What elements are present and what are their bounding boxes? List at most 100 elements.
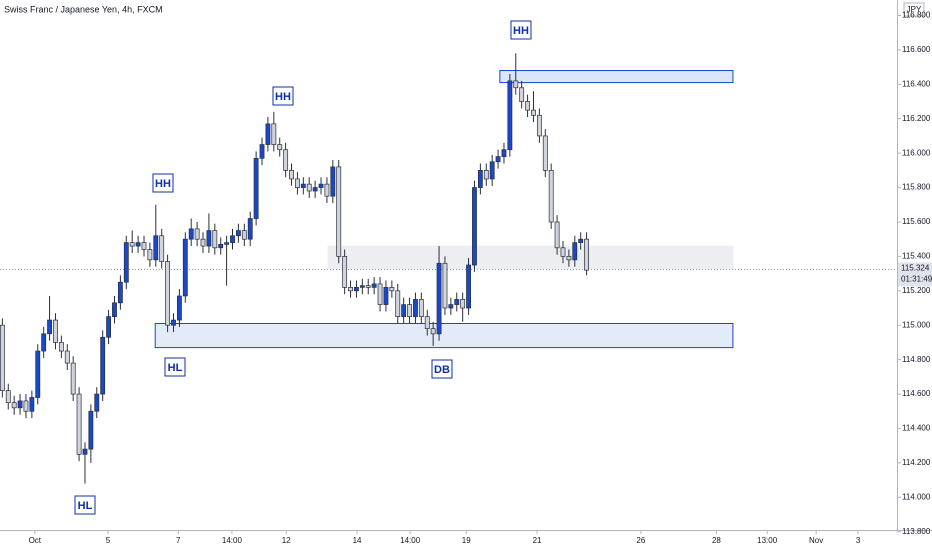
candle-body	[259, 144, 265, 159]
x-tick-label: 14:00	[400, 536, 421, 545]
x-tick-label: 19	[462, 536, 471, 545]
y-tick-label: 115.200	[902, 286, 931, 295]
candle-body	[247, 218, 253, 240]
candle-body	[507, 80, 513, 151]
candle-body	[371, 283, 377, 288]
x-tick-label: 5	[106, 536, 111, 545]
candle-body	[318, 183, 324, 188]
candle-body	[300, 183, 306, 188]
candle-body	[324, 183, 330, 197]
candle-body	[41, 333, 47, 352]
candle-body	[106, 316, 111, 338]
y-tick-label: 115.400	[902, 252, 931, 261]
y-tick-label: 116.600	[902, 45, 931, 54]
candle-body	[359, 285, 365, 288]
candle-body	[542, 135, 548, 171]
candle-body	[554, 221, 560, 249]
candle-body	[265, 123, 271, 145]
candle-body	[312, 187, 318, 192]
annotation: HH	[275, 91, 291, 103]
candle-body	[336, 166, 342, 257]
candle-body	[430, 328, 436, 335]
candle-body	[466, 264, 471, 309]
candle-body	[365, 285, 371, 288]
x-tick-label: 7	[176, 536, 181, 545]
candle-body	[129, 242, 135, 247]
y-tick-label: 114.600	[902, 389, 931, 398]
candle-body	[566, 256, 572, 261]
last-price-box	[898, 262, 932, 287]
candle-body	[135, 242, 141, 247]
candle-body	[395, 290, 401, 317]
candle-body	[407, 304, 412, 317]
candle-body	[330, 166, 336, 197]
candle-body	[271, 123, 277, 145]
candle-body	[342, 256, 348, 288]
y-tick-label: 114.200	[902, 458, 931, 467]
candle-body	[194, 228, 200, 240]
y-tick-label: 114.400	[902, 424, 931, 433]
candle-body	[531, 109, 536, 116]
annotation-box	[431, 359, 453, 379]
candle-body	[35, 350, 41, 398]
y-tick-label: 114.000	[902, 492, 931, 501]
zone	[327, 245, 734, 269]
candle-body	[289, 170, 294, 180]
x-tick-label: 28	[712, 536, 721, 545]
candle-body	[389, 287, 395, 292]
candle-body	[182, 238, 188, 297]
x-tick-label: 21	[533, 536, 542, 545]
candle-body	[53, 319, 58, 343]
candle-body	[306, 183, 312, 192]
candle-body	[578, 238, 584, 243]
candle-body	[501, 149, 507, 157]
candle-body	[401, 304, 407, 317]
candle-body	[295, 178, 300, 188]
annotation: HH	[513, 25, 529, 37]
candle-body	[153, 235, 159, 261]
candle-body	[460, 299, 466, 309]
currency-box	[903, 2, 925, 17]
candle-body	[436, 262, 442, 335]
candle-body	[489, 161, 495, 180]
candle-body	[70, 362, 76, 395]
candle-body	[348, 287, 353, 292]
candle-body	[0, 324, 5, 391]
candle-body	[88, 410, 94, 450]
candle-body	[112, 302, 117, 317]
annotation-box	[74, 495, 96, 515]
candle-body	[241, 230, 247, 240]
zone	[154, 323, 734, 349]
annotation: DB	[434, 364, 450, 376]
candle-body	[525, 101, 530, 111]
candle-body	[206, 230, 212, 247]
candle-body	[176, 295, 182, 321]
x-tick-label: 26	[636, 536, 645, 545]
candle-body	[123, 242, 129, 283]
candle-body	[584, 238, 590, 271]
x-tick-label: Nov	[809, 536, 823, 545]
candle-body	[424, 316, 430, 330]
candle-body	[519, 87, 525, 102]
candle-body	[454, 299, 460, 305]
last-price-label: 115.324	[901, 264, 930, 273]
candle-body	[354, 287, 359, 292]
x-tick-label: 14	[353, 536, 362, 545]
candle-body	[17, 400, 23, 409]
candle-body	[147, 249, 153, 261]
candle-body	[377, 283, 383, 305]
annotation: HL	[168, 362, 183, 374]
y-tick-label: 113.800	[902, 527, 931, 536]
chart-title: Swiss Franc / Japanese Yen, 4h, FXCM	[4, 4, 163, 14]
candle-body	[212, 230, 218, 249]
candle-body	[200, 238, 206, 247]
candle-body	[159, 235, 165, 262]
candle-body	[283, 149, 289, 171]
candle-body	[94, 393, 100, 412]
x-tick-label: 3	[856, 536, 861, 545]
candle-body	[442, 262, 448, 309]
y-tick-label: 114.800	[902, 355, 931, 364]
candle-body	[253, 157, 259, 219]
annotation-box	[152, 173, 174, 193]
x-tick-label: 12	[282, 536, 291, 545]
